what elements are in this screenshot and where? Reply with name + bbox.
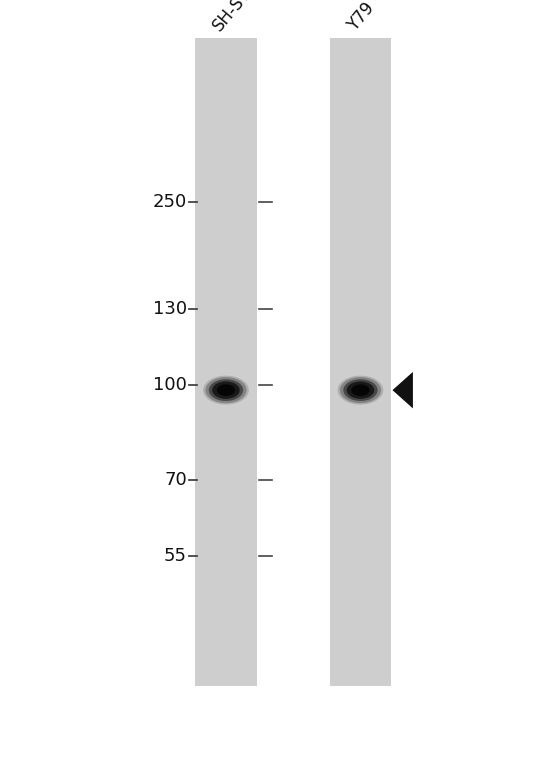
Bar	[195, 38, 257, 686]
Text: SH-SY5Y: SH-SY5Y	[209, 0, 268, 34]
Ellipse shape	[338, 376, 383, 405]
Ellipse shape	[212, 382, 239, 399]
Ellipse shape	[206, 377, 246, 403]
Text: Y79: Y79	[344, 0, 378, 34]
Ellipse shape	[217, 384, 235, 396]
Text: 250: 250	[153, 193, 187, 211]
Ellipse shape	[340, 377, 381, 403]
Text: 100: 100	[153, 376, 187, 394]
Ellipse shape	[203, 376, 249, 405]
Bar	[329, 38, 392, 686]
Ellipse shape	[209, 379, 243, 401]
Text: 130: 130	[153, 299, 187, 318]
Ellipse shape	[343, 379, 378, 401]
Text: 55: 55	[164, 547, 187, 565]
Ellipse shape	[351, 384, 370, 396]
Text: 70: 70	[164, 471, 187, 489]
Ellipse shape	[347, 382, 374, 399]
Polygon shape	[392, 372, 413, 408]
